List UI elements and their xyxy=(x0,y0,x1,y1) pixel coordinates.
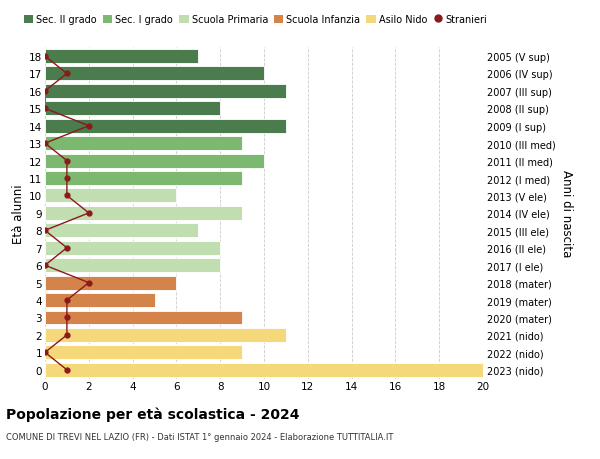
Text: COMUNE DI TREVI NEL LAZIO (FR) - Dati ISTAT 1° gennaio 2024 - Elaborazione TUTTI: COMUNE DI TREVI NEL LAZIO (FR) - Dati IS… xyxy=(6,432,394,442)
Bar xyxy=(45,311,242,325)
Bar xyxy=(45,67,264,81)
Bar xyxy=(45,50,199,64)
Y-axis label: Età alunni: Età alunni xyxy=(12,184,25,243)
Bar xyxy=(45,189,176,203)
Legend: Sec. II grado, Sec. I grado, Scuola Primaria, Scuola Infanzia, Asilo Nido, Stran: Sec. II grado, Sec. I grado, Scuola Prim… xyxy=(23,15,487,25)
Bar xyxy=(45,137,242,151)
Bar xyxy=(45,276,176,290)
Y-axis label: Anni di nascita: Anni di nascita xyxy=(560,170,572,257)
Bar xyxy=(45,119,286,134)
Text: Popolazione per età scolastica - 2024: Popolazione per età scolastica - 2024 xyxy=(6,406,299,421)
Bar xyxy=(45,85,286,99)
Bar xyxy=(45,293,155,308)
Bar xyxy=(45,241,220,255)
Bar xyxy=(45,207,242,220)
Bar xyxy=(45,328,286,342)
Bar xyxy=(45,346,242,359)
Bar xyxy=(45,259,220,273)
Bar xyxy=(45,224,199,238)
Bar xyxy=(45,102,220,116)
Bar xyxy=(45,172,242,185)
Bar xyxy=(45,363,483,377)
Bar xyxy=(45,154,264,168)
